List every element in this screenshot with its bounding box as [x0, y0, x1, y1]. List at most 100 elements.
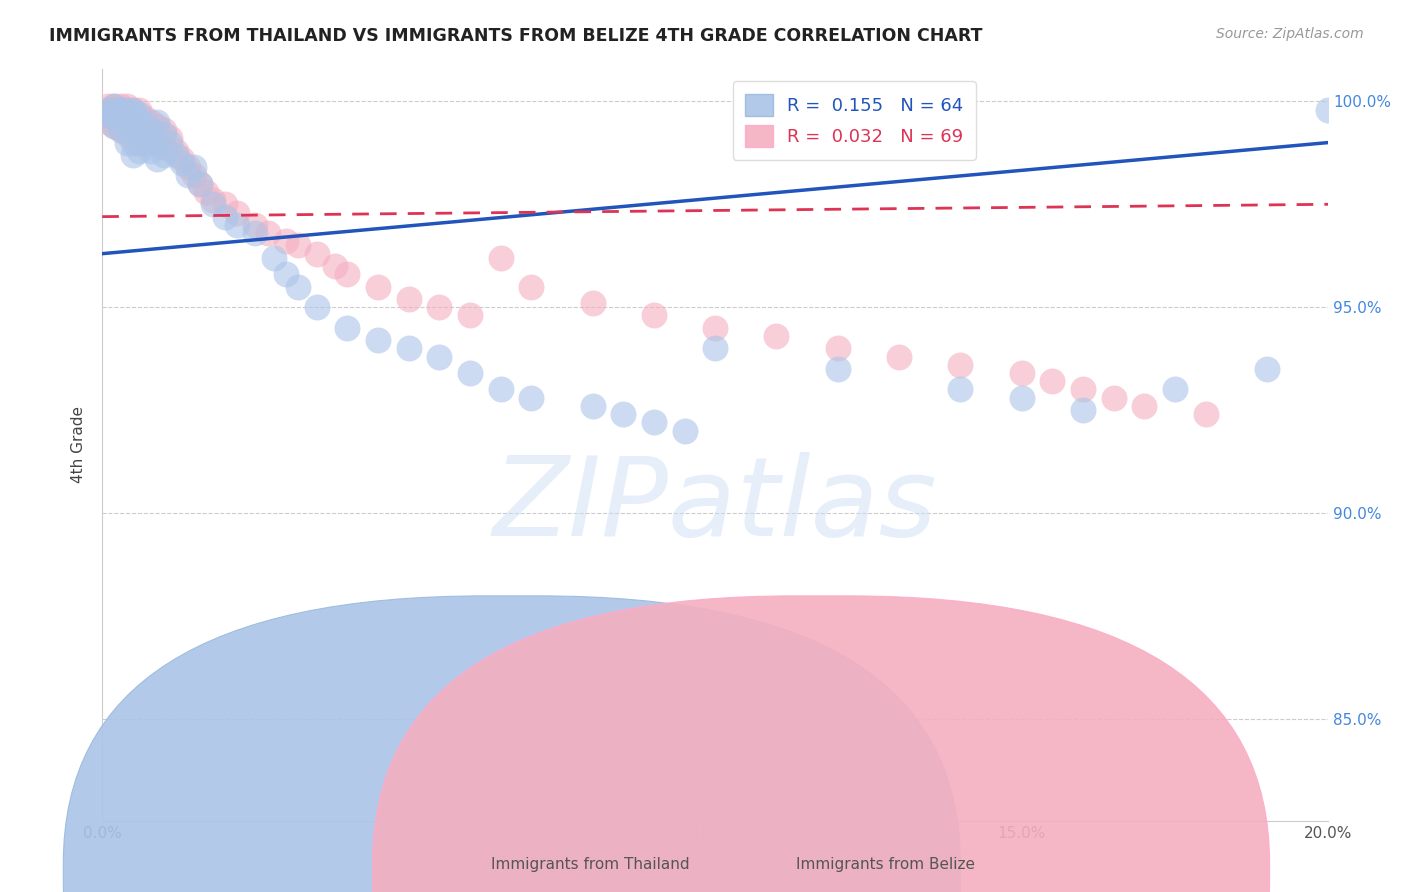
Point: [121, 111, 143, 125]
Point: [103, 119, 125, 133]
Point: [520, 391, 543, 405]
Point: [110, 111, 132, 125]
Point: [188, 177, 211, 191]
Point: [183, 169, 205, 183]
Point: [134, 123, 156, 137]
Point: [612, 407, 634, 421]
Point: [226, 218, 249, 232]
Point: [146, 152, 169, 166]
Point: [97, 115, 120, 129]
Point: [97, 107, 120, 121]
Point: [141, 144, 163, 158]
Point: [115, 136, 138, 150]
Point: [110, 103, 132, 117]
Point: [110, 107, 132, 121]
Point: [1040, 374, 1063, 388]
Point: [1194, 407, 1216, 421]
Point: [103, 119, 125, 133]
Y-axis label: 4th Grade: 4th Grade: [72, 407, 86, 483]
Point: [134, 111, 156, 125]
Point: [128, 131, 150, 145]
Legend: R =  0.155   N = 64, R =  0.032   N = 69: R = 0.155 N = 64, R = 0.032 N = 69: [733, 81, 976, 160]
Point: [245, 226, 267, 240]
Point: [128, 107, 150, 121]
Point: [1071, 403, 1094, 417]
Point: [165, 144, 187, 158]
Point: [128, 115, 150, 129]
Point: [1164, 383, 1187, 397]
Point: [159, 131, 181, 145]
Point: [128, 115, 150, 129]
Point: [287, 238, 309, 252]
Point: [367, 333, 389, 347]
Point: [121, 103, 143, 117]
Point: [110, 115, 132, 129]
Point: [115, 98, 138, 112]
Point: [214, 197, 236, 211]
Point: [673, 424, 696, 438]
Point: [949, 358, 972, 372]
Point: [195, 185, 218, 199]
Point: [110, 123, 132, 137]
Text: IMMIGRANTS FROM THAILAND VS IMMIGRANTS FROM BELIZE 4TH GRADE CORRELATION CHART: IMMIGRANTS FROM THAILAND VS IMMIGRANTS F…: [49, 27, 983, 45]
Point: [263, 251, 285, 265]
Point: [214, 210, 236, 224]
Point: [110, 103, 132, 117]
Point: [97, 103, 120, 117]
Point: [1317, 103, 1340, 117]
Point: [152, 148, 174, 162]
Point: [765, 329, 787, 343]
Text: Source: ZipAtlas.com: Source: ZipAtlas.com: [1216, 27, 1364, 41]
Point: [1102, 391, 1125, 405]
Point: [128, 144, 150, 158]
Point: [159, 136, 181, 150]
Point: [489, 383, 512, 397]
Point: [103, 111, 125, 125]
Point: [201, 197, 224, 211]
Point: [141, 123, 163, 137]
Point: [103, 103, 125, 117]
Point: [146, 136, 169, 150]
Point: [201, 193, 224, 207]
Point: [427, 300, 450, 314]
Point: [949, 383, 972, 397]
Point: [103, 98, 125, 112]
Point: [110, 98, 132, 112]
Text: Immigrants from Belize: Immigrants from Belize: [796, 857, 976, 872]
Point: [458, 366, 481, 380]
Point: [274, 267, 297, 281]
Point: [97, 107, 120, 121]
Point: [1011, 391, 1033, 405]
Point: [643, 309, 665, 323]
Text: Immigrants from Thailand: Immigrants from Thailand: [491, 857, 690, 872]
Point: [115, 128, 138, 142]
Point: [141, 131, 163, 145]
Point: [103, 111, 125, 125]
Point: [146, 136, 169, 150]
Point: [115, 107, 138, 121]
Point: [177, 161, 200, 175]
Point: [287, 279, 309, 293]
Point: [887, 350, 910, 364]
Point: [97, 103, 120, 117]
Point: [336, 267, 359, 281]
Point: [103, 98, 125, 112]
Point: [121, 123, 143, 137]
Point: [141, 115, 163, 129]
Point: [134, 136, 156, 150]
Point: [305, 246, 328, 260]
Point: [152, 128, 174, 142]
Point: [827, 341, 849, 355]
Point: [177, 169, 200, 183]
Point: [146, 119, 169, 133]
Point: [115, 107, 138, 121]
Point: [398, 341, 420, 355]
Point: [115, 115, 138, 129]
Point: [581, 399, 603, 413]
Point: [170, 152, 193, 166]
Point: [170, 156, 193, 170]
Point: [305, 300, 328, 314]
Point: [1071, 383, 1094, 397]
Point: [121, 148, 143, 162]
Point: [1133, 399, 1156, 413]
